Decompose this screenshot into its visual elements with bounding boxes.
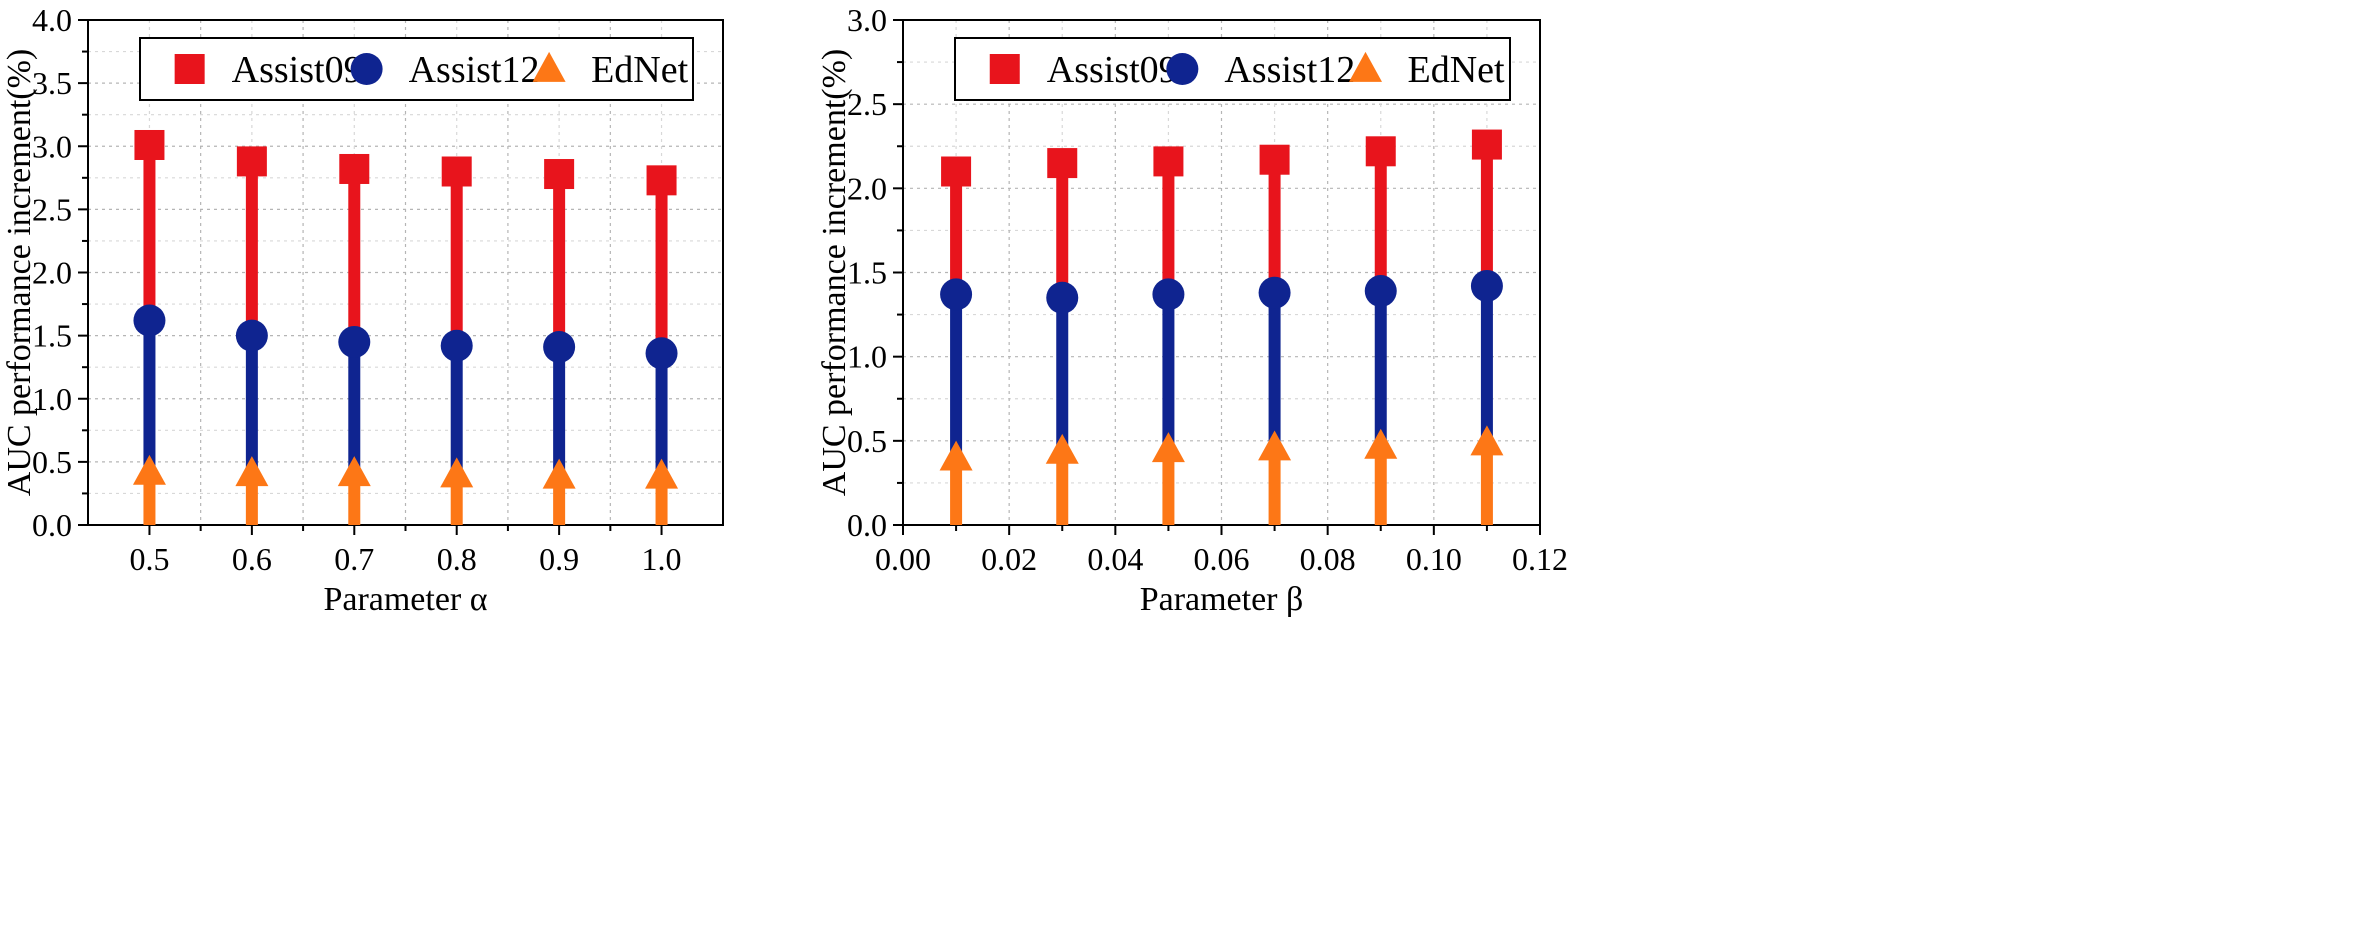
x-tick-label: 0.6 bbox=[232, 541, 272, 577]
point-assist09 bbox=[1365, 136, 1396, 167]
chart-alpha: 0.0 0.5 1.0 1.5 2.0 2.5 3.0 3.5 4.0 0.5 0.6 0.7 0.8 0… bbox=[1, 2, 724, 618]
point-assist12 bbox=[338, 325, 371, 358]
legend-label-assist12: Assist12 bbox=[1224, 49, 1355, 91]
y-tick-label: 1.5 bbox=[847, 255, 887, 291]
legend-marker-assist09 bbox=[174, 54, 205, 84]
point-assist12 bbox=[1152, 278, 1185, 311]
legend-box bbox=[954, 37, 1511, 101]
y-tick-label: 1.5 bbox=[32, 318, 72, 354]
point-ednet bbox=[939, 440, 973, 471]
legend-label-assist12: Assist12 bbox=[409, 49, 540, 91]
data-marks bbox=[939, 129, 1504, 525]
point-ednet bbox=[235, 456, 269, 487]
point-assist09 bbox=[339, 153, 370, 184]
point-assist12 bbox=[1364, 275, 1397, 308]
x-tick-label: 0.9 bbox=[539, 541, 579, 577]
point-assist09 bbox=[134, 129, 165, 160]
legend-marker-assist09 bbox=[989, 54, 1020, 84]
point-assist09 bbox=[1153, 146, 1184, 177]
x-tick-label: 0.08 bbox=[1300, 541, 1356, 577]
y-tick-label: 3.0 bbox=[847, 2, 887, 38]
point-assist12 bbox=[645, 337, 678, 370]
y-tick-label: 4.0 bbox=[32, 2, 72, 38]
point-assist09 bbox=[236, 146, 267, 177]
y-tick-label: 2.5 bbox=[847, 86, 887, 122]
point-ednet bbox=[1364, 428, 1398, 459]
point-assist09 bbox=[544, 159, 575, 190]
x-tick-label: 0.04 bbox=[1087, 541, 1143, 577]
legend-label-assist09: Assist09 bbox=[232, 49, 363, 91]
legend-marker-assist12 bbox=[350, 53, 383, 85]
legend: Assist09 Assist12 EdNet bbox=[139, 37, 694, 101]
point-ednet bbox=[645, 458, 679, 489]
y-tick-label: 1.0 bbox=[32, 381, 72, 417]
point-ednet bbox=[132, 454, 166, 485]
point-assist12 bbox=[440, 329, 473, 362]
x-tick-label: 1.0 bbox=[642, 541, 682, 577]
point-assist09 bbox=[1471, 129, 1502, 160]
y-tick-label: 2.5 bbox=[32, 191, 72, 227]
legend-box bbox=[139, 37, 694, 101]
point-assist12 bbox=[543, 330, 576, 363]
point-ednet bbox=[1470, 425, 1504, 456]
legend-label-ednet: EdNet bbox=[591, 49, 689, 91]
point-assist09 bbox=[1259, 144, 1290, 175]
point-assist12 bbox=[1470, 269, 1503, 302]
legend-marker-ednet bbox=[1349, 51, 1382, 82]
y-axis-label: AUC performance increment(%) bbox=[816, 49, 853, 496]
x-tick-label: 0.7 bbox=[334, 541, 374, 577]
y-tick-label: 2.0 bbox=[847, 170, 887, 206]
point-assist09 bbox=[941, 156, 972, 187]
point-assist09 bbox=[646, 165, 677, 196]
y-tick-label: 2.0 bbox=[32, 255, 72, 291]
y-tick-label: 0.5 bbox=[847, 423, 887, 459]
y-tick-label: 0.0 bbox=[847, 507, 887, 543]
point-assist09 bbox=[441, 156, 472, 187]
point-ednet bbox=[542, 458, 576, 489]
legend-marker-assist12 bbox=[1166, 53, 1199, 85]
x-tick-label: 0.02 bbox=[981, 541, 1037, 577]
x-axis-label: Parameter α bbox=[323, 581, 487, 618]
point-assist12 bbox=[1258, 276, 1291, 309]
legend-label-ednet: EdNet bbox=[1408, 49, 1506, 91]
x-axis-label: Parameter β bbox=[1140, 581, 1304, 618]
y-tick-label: 1.0 bbox=[847, 339, 887, 375]
point-assist12 bbox=[940, 278, 973, 311]
x-tick-label: 0.8 bbox=[437, 541, 477, 577]
point-ednet bbox=[440, 457, 474, 488]
point-assist12 bbox=[1046, 281, 1079, 314]
data-marks bbox=[132, 129, 679, 525]
x-tick-label: 0.10 bbox=[1406, 541, 1462, 577]
x-tick-label: 0.5 bbox=[129, 541, 169, 577]
legend-marker-ednet bbox=[532, 51, 566, 82]
y-tick-label: 0.5 bbox=[32, 444, 72, 480]
point-assist09 bbox=[1047, 148, 1078, 179]
legend-label-assist09: Assist09 bbox=[1047, 49, 1178, 91]
y-tick-label: 0.0 bbox=[32, 507, 72, 543]
point-ednet bbox=[337, 456, 371, 487]
x-tick-label: 0.06 bbox=[1194, 541, 1250, 577]
y-tick-label: 3.5 bbox=[32, 65, 72, 101]
point-assist12 bbox=[133, 304, 166, 337]
legend: Assist09 Assist12 EdNet bbox=[954, 37, 1511, 101]
x-tick-label: 0.00 bbox=[875, 541, 931, 577]
chart-beta: 0.0 0.5 1.0 1.5 2.0 2.5 3.0 0.00 0.02 0.04 0.06 0.0… bbox=[816, 2, 1568, 618]
point-ednet bbox=[1258, 430, 1292, 461]
point-ednet bbox=[1151, 432, 1185, 463]
y-axis-label: AUC performance increment(%) bbox=[1, 49, 38, 496]
y-tick-label: 3.0 bbox=[32, 128, 72, 164]
point-ednet bbox=[1045, 433, 1079, 464]
x-tick-label: 0.12 bbox=[1512, 541, 1568, 577]
point-assist12 bbox=[235, 319, 268, 352]
